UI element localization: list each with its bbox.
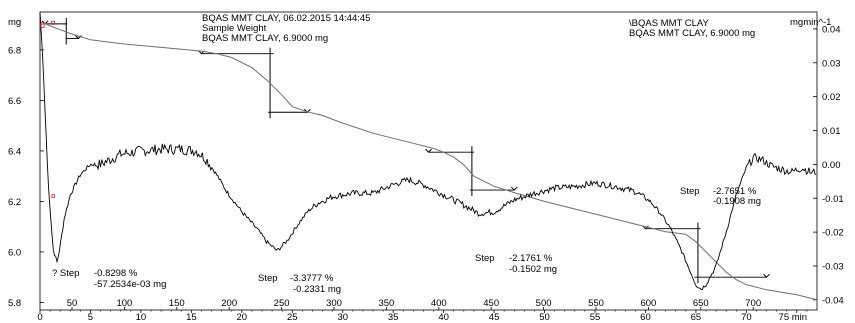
y-right-tick-label: -0.03 (822, 261, 844, 272)
step-3-end-marker (510, 186, 518, 191)
step-1-mg: -57.2534e-03 mg (94, 279, 166, 290)
y-right-unit: mgmin^-1 (790, 17, 831, 28)
y-right-tick-label: 0.01 (822, 126, 841, 137)
time-tick-label: 15 (186, 312, 197, 323)
temp-tick-label: 700 (745, 298, 761, 309)
time-tick-label: 60 (640, 312, 651, 323)
time-tick-label: 35 (388, 312, 399, 323)
step-3-mg: -0.1502 mg (509, 264, 557, 275)
step-1-label: ? Step (52, 268, 79, 279)
time-tick-label: 45 (489, 312, 500, 323)
header-left-line-1: BQAS MMT CLAY, 06.02.2015 14:44:45 (202, 13, 370, 24)
header-left-line-3: BQAS MMT CLAY, 6.9000 mg (202, 33, 328, 44)
header-right-line-2: BQAS MMT CLAY, 6.9000 mg (629, 28, 755, 39)
step-3-label: Step (475, 253, 495, 264)
step-constructions (41, 17, 770, 284)
start-marker-b (51, 20, 56, 25)
time-tick-label: 70 (741, 312, 752, 323)
temp-tick-label: 200 (221, 298, 237, 309)
y-right-tick-label: -0.02 (822, 228, 844, 239)
start-marker-a (40, 22, 45, 29)
temp-tick-label: 550 (588, 298, 604, 309)
y-left-tick-label: 5.8 (8, 298, 21, 309)
y-right-tick-label: -0.04 (822, 295, 844, 306)
step-4-label: Step (680, 186, 700, 197)
series-layer (39, 11, 818, 301)
step-4-mg: -0.1908 mg (713, 196, 761, 207)
y-right-tick-label: -0.01 (822, 194, 844, 205)
temp-tick-label: 450 (483, 298, 499, 309)
y-left-tick-label: 6.2 (8, 197, 21, 208)
header-left-line-2: Sample Weight (202, 23, 267, 34)
start-marker-c (51, 194, 55, 198)
temp-tick-label: 250 (274, 298, 290, 309)
time-tick-label: 30 (337, 312, 348, 323)
time-tick-label: 0 (37, 312, 42, 323)
y-left-unit: mg (8, 17, 21, 28)
temp-tick-label: 400 (431, 298, 447, 309)
y-left-tick-label: 6.0 (8, 247, 21, 258)
time-tick-label: 10 (136, 312, 147, 323)
step-4-percent: -2.7651 % (713, 186, 757, 197)
y-right-tick-label: 0.00 (822, 160, 841, 171)
y-left-tick-label: 6.4 (8, 146, 21, 157)
time-tick-label: 40 (438, 312, 449, 323)
time-tick-label: 65 (691, 312, 702, 323)
dtg-curve (39, 11, 817, 290)
temp-tick-label: 600 (640, 298, 656, 309)
temp-tick-label: 650 (693, 298, 709, 309)
header-right-line-1: \BQAS MMT CLAY (629, 18, 710, 29)
temp-tick-label: 350 (378, 298, 394, 309)
step-3-start-marker (425, 148, 432, 153)
plot-frame (39, 11, 818, 311)
step-3-percent: -2.1761 % (509, 253, 553, 264)
temp-tick-label: 150 (169, 298, 185, 309)
time-tick-label: 25 (287, 312, 298, 323)
time-tick-label: 55 (590, 312, 601, 323)
step-4-end-marker (763, 273, 770, 278)
axes-layer: 6.8 6.6 6.4 6.2 6.0 5.8 0.04 0.03 0.02 0.01 0.00 -0… (8, 24, 844, 323)
y-right-tick-label: 0.03 (822, 58, 841, 69)
time-tick-label: 50 (539, 312, 550, 323)
tg-curve (39, 22, 818, 301)
temp-tick-label: 50 (67, 298, 78, 309)
step-1-percent: -0.8298 % (94, 268, 138, 279)
time-tick-label: 75 min (779, 312, 808, 323)
temp-tick-label: 100 (116, 298, 132, 309)
temp-tick-label: 300 (326, 298, 342, 309)
step-2-mg: -0.2331 mg (293, 284, 341, 295)
y-right-tick-label: 0.02 (822, 92, 841, 103)
time-tick-label: 5 (88, 312, 93, 323)
time-tick-label: 20 (237, 312, 248, 323)
y-right-tick-label: 0.04 (822, 24, 841, 35)
temp-tick-label: 500 (536, 298, 552, 309)
step-2-label: Step (258, 273, 278, 284)
step-2-percent: -3.3777 % (290, 273, 334, 284)
y-left-tick-label: 6.6 (8, 96, 21, 107)
y-left-tick-label: 6.8 (8, 45, 21, 56)
